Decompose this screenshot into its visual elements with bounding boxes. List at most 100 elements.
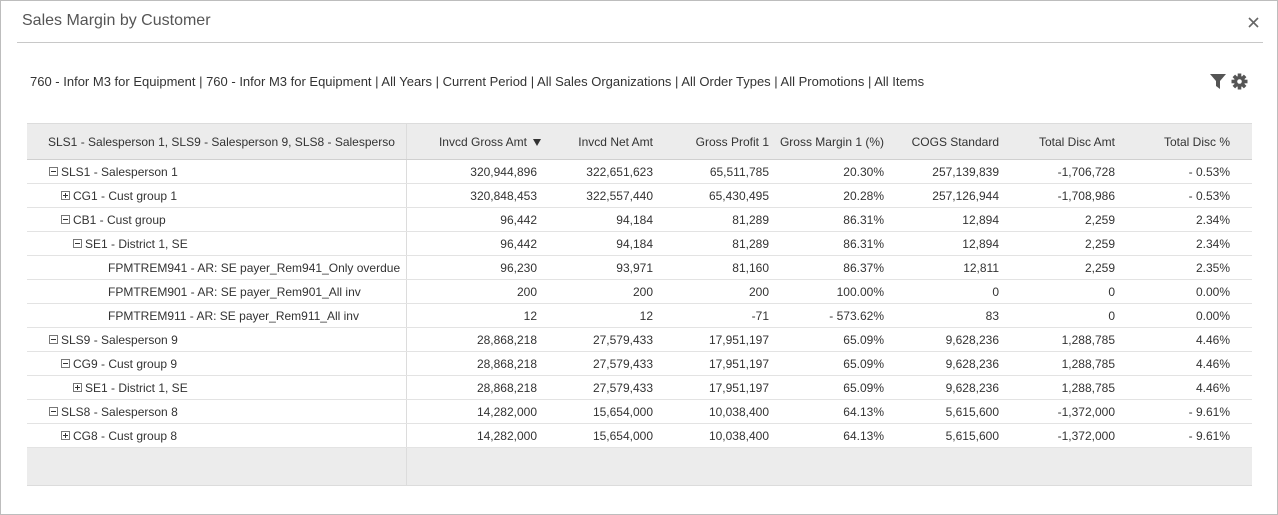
row-label-cell: FPMTREM911 - AR: SE payer_Rem911_All inv (27, 304, 407, 327)
table-row: CG8 - Cust group 8 14,282,000 15,654,000 10… (27, 424, 1252, 448)
column-header-text: Gross Margin 1 (%) (779, 134, 884, 149)
value-cell: 2.34% (1195, 212, 1230, 227)
value-cell: 94,184 (616, 236, 653, 251)
sort-arrow (533, 138, 541, 146)
value-cell: -1,372,000 (1057, 428, 1115, 443)
value-cell: 65,511,785 (709, 164, 769, 179)
expand-toggle[interactable] (61, 191, 70, 200)
row-label: SLS9 - Salesperson 9 (61, 332, 178, 347)
filter-summary: 760 - Infor M3 for Equipment | 760 - Inf… (30, 74, 925, 89)
value-cell: 65.09% (843, 356, 884, 371)
column-header[interactable]: Invcd Net Amt (547, 124, 663, 159)
value-cell: 200 (516, 284, 537, 299)
table-row: CB1 - Cust group 96,442 94,184 81,289 86.31%… (27, 208, 1252, 232)
value-cell: 2.35% (1195, 260, 1230, 275)
filter-icon[interactable] (1209, 73, 1227, 90)
value-cell: 64.13% (843, 428, 884, 443)
collapse-toggle[interactable] (49, 407, 58, 416)
table-row: SLS8 - Salesperson 8 14,282,000 15,654,000… (27, 400, 1252, 424)
value-cell: 15,654,000 (592, 428, 653, 443)
collapse-toggle[interactable] (73, 239, 82, 248)
row-label-cell: CG9 - Cust group 9 (27, 352, 407, 375)
column-header-text: Total Disc % (1163, 134, 1230, 149)
row-label-cell: CG1 - Cust group 1 (27, 184, 407, 207)
value-cell: 200 (748, 284, 769, 299)
value-cell: 0 (992, 284, 999, 299)
value-cell: 93,971 (616, 260, 653, 275)
value-cell: -1,372,000 (1057, 404, 1115, 419)
header-row: SLS1 - Salesperson 1, SLS9 - Salesperson… (27, 123, 1252, 160)
row-label-cell: SLS9 - Salesperson 9 (27, 328, 407, 351)
row-label-cell: FPMTREM901 - AR: SE payer_Rem901_All inv (27, 280, 407, 303)
value-cell: 81,160 (732, 260, 769, 275)
footer-row (27, 448, 1252, 486)
collapse-toggle[interactable] (61, 215, 70, 224)
expand-toggle[interactable] (73, 383, 82, 392)
column-header-text: Gross Profit 1 (695, 134, 769, 149)
row-label: SLS1 - Salesperson 1 (61, 164, 178, 179)
value-cell: 320,848,453 (470, 188, 537, 203)
value-cell: 2,259 (1084, 260, 1115, 275)
collapse-toggle[interactable] (49, 167, 58, 176)
row-label: FPMTREM911 - AR: SE payer_Rem911_All inv (108, 308, 359, 323)
column-header[interactable]: Total Disc % (1125, 124, 1252, 159)
value-cell: 81,289 (732, 212, 769, 227)
value-cell: 1,288,785 (1061, 332, 1115, 347)
row-label: CG9 - Cust group 9 (73, 356, 178, 371)
value-cell: 27,579,433 (592, 380, 653, 395)
column-header[interactable]: SLS1 - Salesperson 1, SLS9 - Salesperson… (27, 124, 407, 159)
value-cell: 65.09% (843, 332, 884, 347)
value-cell: 86.37% (843, 260, 884, 275)
value-cell: - 9.61% (1188, 404, 1230, 419)
settings-icon[interactable] (1231, 73, 1248, 90)
column-header[interactable]: Gross Profit 1 (663, 124, 779, 159)
row-label: SE1 - District 1, SE (85, 380, 188, 395)
value-cell: 5,615,600 (945, 428, 999, 443)
value-cell: 100.00% (836, 284, 884, 299)
value-cell: 96,230 (500, 260, 537, 275)
value-cell: 81,289 (732, 236, 769, 251)
value-cell: 12,894 (962, 236, 999, 251)
column-header[interactable]: Total Disc Amt (1009, 124, 1125, 159)
row-label-cell: CB1 - Cust group (27, 208, 407, 231)
close-button[interactable] (1248, 17, 1259, 28)
column-header[interactable]: COGS Standard (894, 124, 1009, 159)
value-cell: 200 (632, 284, 653, 299)
value-cell: 10,038,400 (708, 404, 769, 419)
row-label-cell: SLS8 - Salesperson 8 (27, 400, 407, 423)
value-cell: 9,628,236 (945, 356, 999, 371)
value-cell: 86.31% (843, 236, 884, 251)
value-cell: 65.09% (843, 380, 884, 395)
value-cell: - 0.53% (1188, 164, 1230, 179)
value-cell: 94,184 (616, 212, 653, 227)
value-cell: 17,951,197 (708, 380, 769, 395)
column-header-text: Invcd Net Amt (578, 134, 653, 149)
table-row: SLS9 - Salesperson 9 28,868,218 27,579,433… (27, 328, 1252, 352)
value-cell: 17,951,197 (708, 356, 769, 371)
dialog-title: Sales Margin by Customer (22, 12, 211, 29)
value-cell: 64.13% (843, 404, 884, 419)
column-header[interactable]: Gross Margin 1 (%) (779, 124, 894, 159)
value-cell: 257,139,839 (932, 164, 999, 179)
value-cell: 0 (1108, 308, 1115, 323)
toolbar (1209, 73, 1248, 91)
table-row: CG1 - Cust group 1 320,848,453 322,557,440… (27, 184, 1252, 208)
table-row: FPMTREM901 - AR: SE payer_Rem901_All inv… (27, 280, 1252, 304)
value-cell: 9,628,236 (945, 332, 999, 347)
row-label-cell: SLS1 - Salesperson 1 (27, 160, 407, 183)
column-header[interactable]: Invcd Gross Amt (407, 124, 547, 159)
value-cell: 12,894 (962, 212, 999, 227)
value-cell: 12,811 (963, 260, 999, 275)
row-label: CB1 - Cust group (73, 212, 166, 227)
expand-toggle[interactable] (61, 431, 70, 440)
value-cell: 10,038,400 (708, 428, 769, 443)
column-header-text: Total Disc Amt (1038, 134, 1115, 149)
value-cell: -71 (751, 308, 769, 323)
value-cell: 28,868,218 (476, 332, 537, 347)
value-cell: 14,282,000 (476, 404, 537, 419)
value-cell: 9,628,236 (945, 380, 999, 395)
collapse-toggle[interactable] (49, 335, 58, 344)
collapse-toggle[interactable] (61, 359, 70, 368)
value-cell: 65,430,495 (708, 188, 769, 203)
